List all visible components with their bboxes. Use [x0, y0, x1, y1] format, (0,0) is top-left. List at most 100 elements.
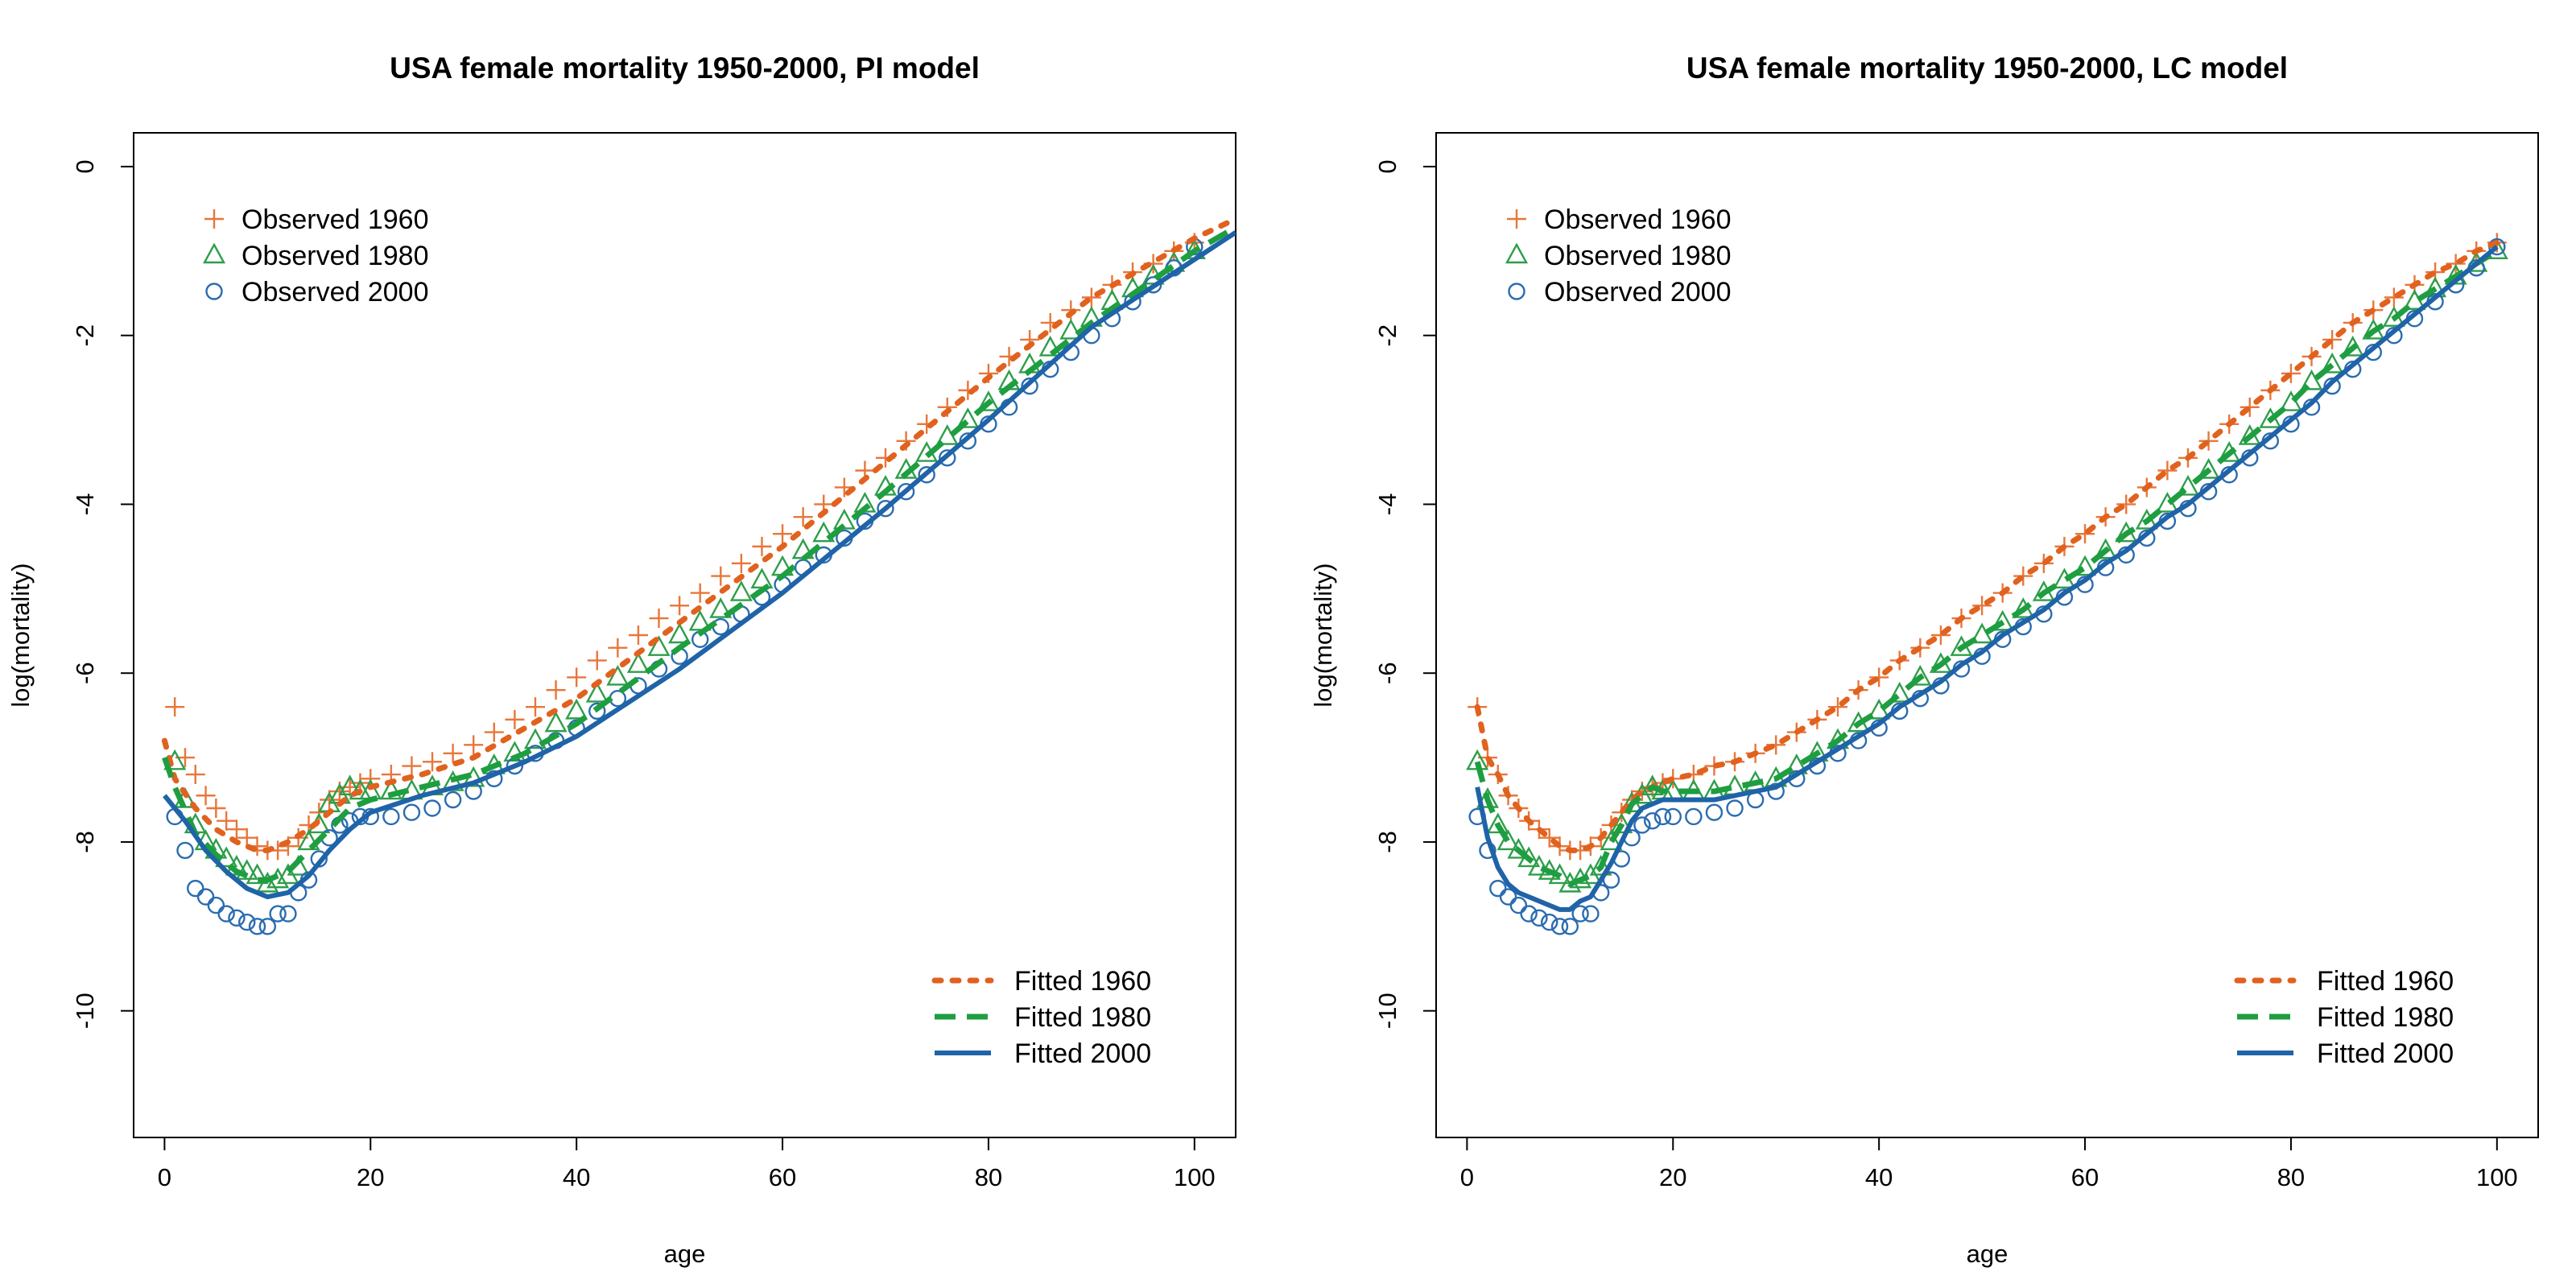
y-tick-label: -10	[1373, 993, 1402, 1029]
observed-point	[1827, 697, 1847, 717]
y-tick-label: -8	[71, 831, 99, 853]
observed-point	[670, 596, 690, 616]
observed-point	[649, 609, 669, 629]
y-tick-label: -6	[1373, 662, 1402, 684]
observed-point	[423, 799, 441, 817]
observed-point	[793, 507, 813, 527]
observed-point	[1561, 918, 1579, 935]
legend-marker-circle-icon	[1508, 283, 1525, 300]
x-tick-label: 60	[769, 1163, 796, 1191]
legend-item: Fitted 1960	[2234, 966, 2454, 997]
observed-point	[567, 667, 587, 687]
observed-point	[2116, 494, 2136, 514]
legend-marker-plus-icon	[204, 209, 224, 229]
observed-point	[523, 728, 547, 749]
y-axis: 0 -2 -4 -6 -8 -10 log(mortality)	[1309, 159, 1437, 1029]
observed-point	[1541, 913, 1558, 931]
observed-point	[1486, 812, 1509, 834]
y-tick-label: -8	[1373, 831, 1402, 853]
observed-point	[1991, 609, 2014, 631]
observed-point	[587, 650, 607, 671]
observed-point	[2157, 460, 2178, 481]
observed-point	[1530, 909, 1548, 927]
observed-point	[626, 652, 650, 673]
observed-point	[1972, 596, 1992, 616]
legend-label: Observed 1980	[1544, 241, 1732, 271]
observed-point	[1653, 807, 1672, 826]
observed-point	[668, 622, 691, 644]
observed-point	[2240, 397, 2260, 417]
legend-marker-circle-icon	[205, 283, 223, 300]
observed-point	[1527, 854, 1550, 876]
legend-label: Fitted 1980	[1014, 1002, 1151, 1033]
observed-point	[1610, 812, 1633, 834]
observed-point	[185, 765, 205, 785]
observed-point	[379, 778, 402, 800]
x-tick-label: 80	[2277, 1163, 2305, 1191]
observed-point	[2321, 352, 2344, 374]
legend-label: Fitted 1960	[2317, 966, 2454, 997]
chart-title: USA female mortality 1950-2000, PI model	[390, 52, 980, 85]
observed-point	[1643, 812, 1662, 830]
legend-item: Observed 2000	[205, 277, 429, 308]
x-tick-label: 100	[1174, 1163, 1216, 1191]
observed-point	[423, 752, 443, 772]
chart-title: USA female mortality 1950-2000, LC model	[1686, 52, 2288, 85]
observed-point	[1550, 918, 1569, 935]
data-layer	[161, 216, 1236, 935]
observed-point	[709, 597, 733, 618]
observed-point	[877, 499, 894, 518]
observed-point	[585, 681, 609, 703]
observed-point	[976, 390, 1000, 411]
observed-point	[2384, 287, 2404, 308]
observed-point	[2322, 329, 2343, 349]
observed-point	[544, 711, 568, 733]
observed-point	[2323, 377, 2341, 395]
observed-point	[628, 625, 648, 645]
observed-series-observed-1960	[165, 233, 1204, 861]
observed-series-observed-1980	[163, 238, 1206, 893]
fitted-line-fitted-2000	[163, 230, 1236, 900]
observed-point	[1507, 837, 1530, 859]
observed-point	[1038, 335, 1062, 357]
observed-point	[956, 407, 980, 428]
legend-item: Observed 2000	[1508, 277, 1732, 308]
observed-point	[1081, 287, 1101, 308]
observed-point	[750, 568, 774, 589]
observed-point	[206, 798, 226, 818]
observed-point	[217, 811, 237, 831]
y-tick-label: 0	[1373, 159, 1402, 173]
observed-point	[606, 664, 630, 686]
x-tick-label: 100	[2476, 1163, 2518, 1191]
fitted-line-fitted-2000	[1475, 245, 2499, 912]
y-axis: 0 -2 -4 -6 -8 -10 log(mortality)	[6, 159, 134, 1029]
legend-item: Observed 1980	[1505, 241, 1732, 271]
observed-point	[711, 566, 731, 586]
observed-point	[228, 909, 246, 927]
observed-point	[731, 553, 751, 573]
y-tick-label: -10	[71, 993, 99, 1029]
observed-point	[647, 635, 671, 656]
x-tick-label: 40	[1865, 1163, 1893, 1191]
observed-series-observed-1960	[1468, 233, 2507, 861]
observed-point	[297, 829, 320, 851]
observed-series-observed-1980	[1466, 238, 2508, 893]
observed-point	[1571, 905, 1589, 923]
legend-item: Fitted 1980	[935, 1002, 1151, 1033]
observed-point	[443, 743, 463, 763]
observed-point	[505, 709, 525, 729]
observed-point	[608, 638, 628, 658]
y-tick-label: 0	[71, 159, 99, 173]
observed-point	[2074, 555, 2097, 576]
chart-panel-1: USA female mortality 1950-2000, PI model…	[6, 52, 1236, 1268]
legend-label: Observed 1960	[242, 204, 429, 235]
legend-observed: Observed 1960 Observed 1980 Observed 2000	[202, 204, 429, 308]
x-tick-label: 40	[563, 1163, 590, 1191]
fitted-line-fitted-1980	[162, 225, 1236, 883]
y-tick-label: -4	[71, 493, 99, 516]
observed-point	[773, 524, 793, 544]
x-axis-label: age	[664, 1240, 706, 1268]
observed-point	[1496, 829, 1520, 851]
fitted-line-fitted-1980	[1474, 248, 2499, 887]
